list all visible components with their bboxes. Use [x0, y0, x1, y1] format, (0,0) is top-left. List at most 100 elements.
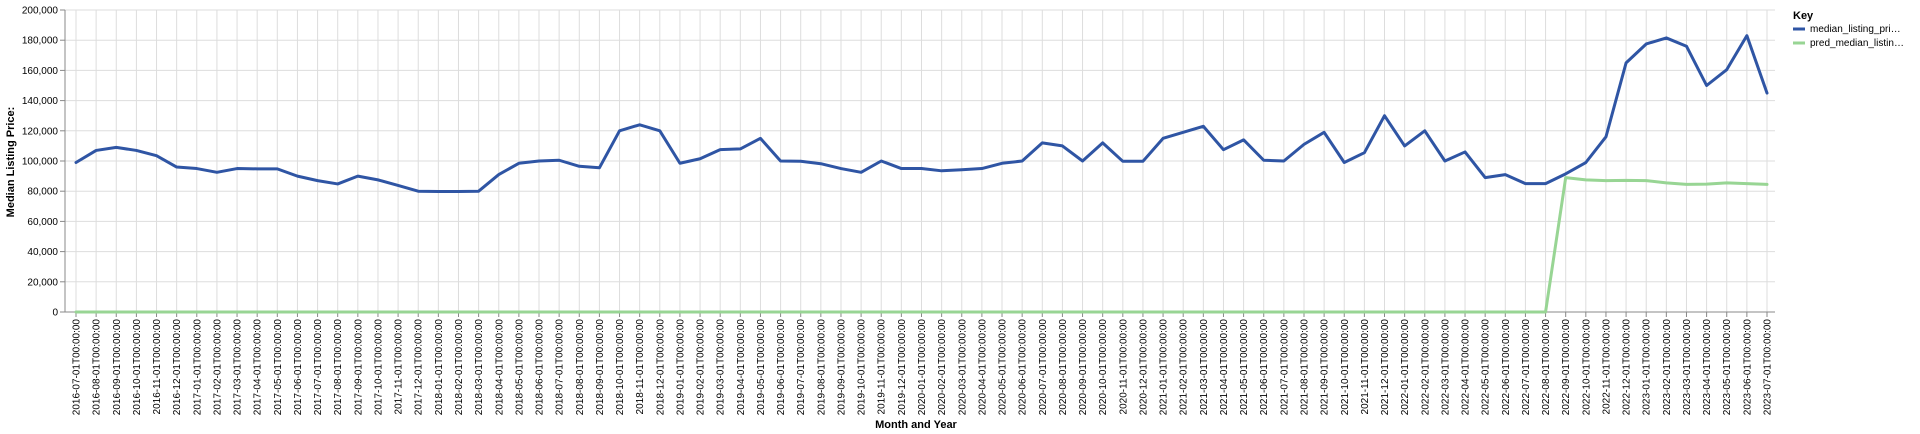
- x-tick-label: 2022-02-01T00:00:00: [1420, 319, 1431, 416]
- series-lines: [74, 34, 1769, 314]
- x-tick-label: 2017-02-01T00:00:00: [212, 319, 223, 416]
- x-tick-label: 2019-03-01T00:00:00: [716, 319, 727, 416]
- x-tick-label: 2016-08-01T00:00:00: [92, 319, 103, 416]
- x-tick-label: 2018-05-01T00:00:00: [514, 319, 525, 416]
- x-tick-label: 2019-04-01T00:00:00: [736, 319, 747, 416]
- y-tick-label: 0: [52, 308, 58, 319]
- x-tick-label: 2016-07-01T00:00:00: [72, 319, 83, 416]
- series-line-pred-median-listin: [74, 176, 1769, 314]
- x-tick-label: 2021-10-01T00:00:00: [1340, 319, 1351, 416]
- x-tick-label: 2023-03-01T00:00:00: [1682, 319, 1693, 416]
- x-tick-label: 2019-01-01T00:00:00: [675, 319, 686, 416]
- x-tick-label: 2019-07-01T00:00:00: [796, 319, 807, 416]
- x-tick-label: 2022-09-01T00:00:00: [1561, 319, 1572, 416]
- x-tick-label: 2020-06-01T00:00:00: [1018, 319, 1029, 416]
- x-tick-label: 2019-05-01T00:00:00: [756, 319, 767, 416]
- x-tick-label: 2022-08-01T00:00:00: [1541, 319, 1552, 416]
- x-tick-label: 2022-04-01T00:00:00: [1461, 319, 1472, 416]
- x-tick-label: 2022-10-01T00:00:00: [1581, 319, 1592, 416]
- x-tick-label: 2020-08-01T00:00:00: [1058, 319, 1069, 416]
- series-line-median-listing-pri: [74, 34, 1769, 193]
- x-tick-label: 2021-03-01T00:00:00: [1199, 319, 1210, 416]
- x-tick-label: 2017-05-01T00:00:00: [273, 319, 284, 416]
- y-tick-label: 20,000: [27, 277, 58, 288]
- x-tick-label: 2020-02-01T00:00:00: [937, 319, 948, 416]
- x-tick-label: 2017-01-01T00:00:00: [192, 319, 203, 416]
- x-tick-label: 2018-09-01T00:00:00: [595, 319, 606, 416]
- x-tick-label: 2017-12-01T00:00:00: [414, 319, 425, 416]
- x-tick-label: 2023-06-01T00:00:00: [1742, 319, 1753, 416]
- x-tick-label: 2019-11-01T00:00:00: [877, 319, 888, 415]
- x-tick-label: 2017-10-01T00:00:00: [373, 319, 384, 416]
- x-tick-label: 2023-07-01T00:00:00: [1763, 319, 1774, 416]
- x-tick-label: 2016-09-01T00:00:00: [112, 319, 123, 416]
- x-tick-label: 2017-06-01T00:00:00: [293, 319, 304, 416]
- grid: [65, 9, 1775, 313]
- x-tick-label: 2021-05-01T00:00:00: [1239, 319, 1250, 416]
- y-axis-title: Median Listing Price:: [5, 107, 17, 218]
- x-tick-label: 2016-12-01T00:00:00: [172, 319, 183, 416]
- x-tick-label: 2018-02-01T00:00:00: [454, 319, 465, 416]
- x-tick-label: 2019-08-01T00:00:00: [816, 319, 827, 416]
- legend-title: Key: [1793, 10, 1814, 22]
- x-tick-label: 2018-08-01T00:00:00: [575, 319, 586, 416]
- x-tick-label: 2016-10-01T00:00:00: [132, 319, 143, 416]
- x-tick-label: 2020-10-01T00:00:00: [1098, 319, 1109, 416]
- y-tick-label: 100,000: [22, 157, 59, 168]
- x-tick-label: 2023-01-01T00:00:00: [1642, 319, 1653, 416]
- x-tick-label: 2018-07-01T00:00:00: [555, 319, 566, 416]
- x-tick-label: 2017-03-01T00:00:00: [233, 319, 244, 416]
- x-tick-label: 2021-09-01T00:00:00: [1320, 319, 1331, 416]
- x-tick-label: 2019-09-01T00:00:00: [836, 319, 847, 416]
- x-tick-label: 2022-05-01T00:00:00: [1481, 319, 1492, 416]
- x-tick-label: 2020-07-01T00:00:00: [1038, 319, 1049, 416]
- x-axis-title: Month and Year: [875, 419, 957, 431]
- x-tick-label: 2017-07-01T00:00:00: [313, 319, 324, 416]
- x-tick-label: 2019-02-01T00:00:00: [696, 319, 707, 416]
- x-tick-label: 2022-11-01T00:00:00: [1601, 319, 1612, 415]
- x-tick-label: 2018-03-01T00:00:00: [474, 319, 485, 416]
- x-tick-label: 2019-06-01T00:00:00: [776, 319, 787, 416]
- x-tick-label: 2020-01-01T00:00:00: [917, 319, 928, 416]
- y-tick-label: 140,000: [22, 96, 59, 107]
- x-tick-label: 2019-12-01T00:00:00: [897, 319, 908, 416]
- legend-label: pred_median_listin…: [1810, 38, 1904, 49]
- x-tick-label: 2022-01-01T00:00:00: [1400, 319, 1411, 416]
- x-tick-label: 2020-05-01T00:00:00: [998, 319, 1009, 416]
- x-tick-label: 2020-11-01T00:00:00: [1118, 319, 1129, 415]
- x-tick-label: 2018-04-01T00:00:00: [494, 319, 505, 416]
- x-tick-label: 2021-06-01T00:00:00: [1259, 319, 1270, 416]
- x-tick-label: 2017-08-01T00:00:00: [333, 319, 344, 416]
- x-tick-label: 2022-12-01T00:00:00: [1622, 319, 1633, 416]
- x-tick-label: 2018-06-01T00:00:00: [535, 319, 546, 416]
- x-tick-label: 2022-06-01T00:00:00: [1501, 319, 1512, 416]
- y-tick-label: 40,000: [27, 247, 58, 258]
- x-tick-label: 2017-11-01T00:00:00: [394, 319, 405, 415]
- x-tick-label: 2023-02-01T00:00:00: [1662, 319, 1673, 416]
- x-tick-label: 2022-03-01T00:00:00: [1440, 319, 1451, 416]
- x-tick-label: 2021-01-01T00:00:00: [1159, 319, 1170, 416]
- x-tick-label: 2021-08-01T00:00:00: [1299, 319, 1310, 416]
- legend-label: median_listing_pri…: [1810, 24, 1901, 35]
- x-tick-label: 2023-04-01T00:00:00: [1702, 319, 1713, 416]
- x-tick-label: 2021-04-01T00:00:00: [1219, 319, 1230, 416]
- x-tick-label: 2018-01-01T00:00:00: [434, 319, 445, 416]
- y-tick-label: 200,000: [22, 6, 59, 17]
- x-tick-label: 2019-10-01T00:00:00: [857, 319, 868, 416]
- y-axis: 0 20,000 40,000 60,000 80,000 100,000 120,000 1…: [22, 6, 66, 319]
- x-tick-label: 2016-11-01T00:00:00: [152, 319, 163, 415]
- y-tick-label: 80,000: [27, 187, 58, 198]
- y-tick-label: 180,000: [22, 36, 59, 47]
- x-axis: 2016-07-01T00:00:00 2016-08-01T00:00:00 20…: [65, 311, 1775, 416]
- x-tick-label: 2021-11-01T00:00:00: [1360, 319, 1371, 415]
- x-tick-label: 2018-10-01T00:00:00: [615, 319, 626, 416]
- y-tick-label: 160,000: [22, 66, 59, 77]
- x-tick-label: 2020-09-01T00:00:00: [1078, 319, 1089, 416]
- x-tick-label: 2020-04-01T00:00:00: [977, 319, 988, 416]
- x-tick-label: 2017-04-01T00:00:00: [253, 319, 264, 416]
- x-tick-label: 2018-12-01T00:00:00: [655, 319, 666, 416]
- x-tick-label: 2021-07-01T00:00:00: [1279, 319, 1290, 416]
- y-tick-label: 60,000: [27, 217, 58, 228]
